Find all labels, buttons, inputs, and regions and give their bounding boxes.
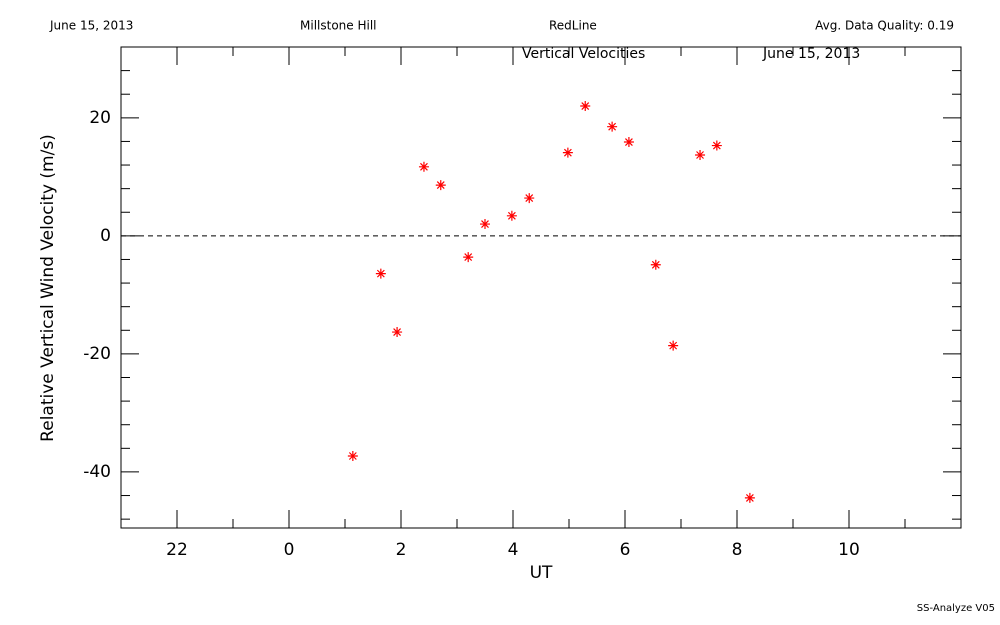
y-tick-label: -40 (83, 462, 111, 482)
y-tick-label: -20 (83, 344, 111, 364)
data-point (562, 147, 573, 158)
data-point (392, 327, 403, 338)
data-point (650, 259, 661, 270)
chart-subtitle: June 15, 2013 (762, 46, 860, 62)
data-point (480, 219, 490, 230)
data-point (418, 161, 429, 172)
x-tick-label: 22 (166, 540, 188, 560)
x-tick-label: 8 (732, 540, 743, 560)
x-tick-label: 0 (284, 540, 295, 560)
data-point (607, 121, 618, 132)
x-tick-label: 10 (838, 540, 860, 560)
data-point (744, 492, 755, 503)
plot-frame (120, 46, 962, 529)
data-point (580, 101, 591, 112)
footer: SS-Analyze V05 (917, 603, 995, 614)
chart-title: Vertical Velocities (522, 46, 645, 62)
data-point (435, 180, 446, 191)
y-axis-label: Relative Vertical Wind Velocity (m/s) (38, 134, 58, 442)
data-point (375, 268, 386, 279)
header-date: June 15, 2013 (49, 19, 133, 33)
data-point (506, 210, 517, 221)
x-tick-label: 2 (396, 540, 407, 560)
y-tick-label: 0 (100, 226, 111, 246)
data-point (668, 340, 679, 351)
header-quality: Avg. Data Quality: 0.19 (815, 19, 954, 33)
header-site: Millstone Hill (300, 19, 376, 33)
data-point (623, 137, 634, 148)
x-tick-label: 4 (508, 540, 519, 560)
data-point (711, 140, 722, 151)
data-point (347, 450, 358, 461)
header-line: RedLine (549, 19, 597, 33)
data-point (695, 150, 706, 161)
x-axis-label: UT (530, 563, 553, 583)
data-point (524, 193, 535, 204)
y-tick-label: 20 (89, 108, 111, 128)
x-tick-label: 6 (620, 540, 631, 560)
data-point (463, 252, 474, 263)
